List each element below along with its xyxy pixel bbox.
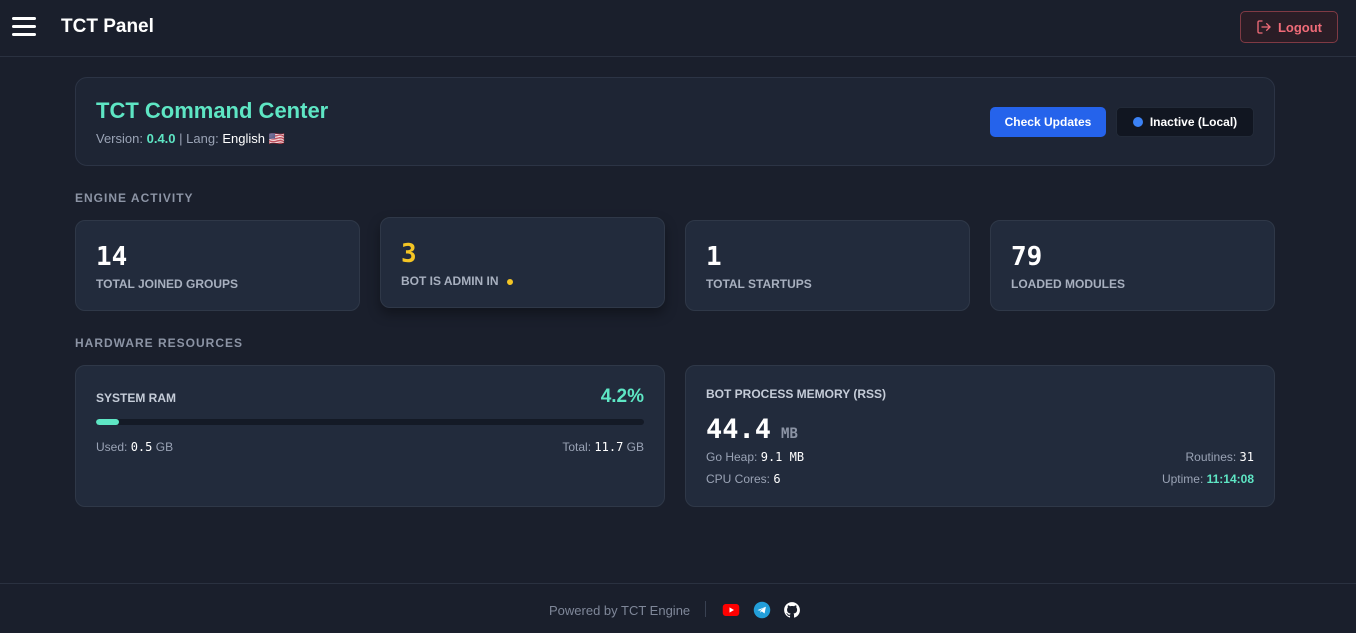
hardware-resources-heading: HARDWARE RESOURCES	[75, 336, 244, 350]
uptime: Uptime: 11:14:08	[1162, 472, 1254, 486]
cpu-cores-value: 6	[773, 472, 781, 486]
ram-progress-bar	[96, 419, 644, 425]
engine-activity-heading: ENGINE ACTIVITY	[75, 191, 194, 205]
admin-dot-icon	[506, 278, 513, 285]
routines-value: 31	[1239, 450, 1254, 464]
version-meta: Version: 0.4.0 | Lang: English 🇺🇸	[96, 131, 285, 147]
status-label: Inactive (Local)	[1149, 115, 1238, 129]
stat-card-joined-groups: 14 TOTAL JOINED GROUPS	[75, 220, 360, 311]
go-heap: Go Heap: 9.1 MB	[706, 450, 804, 464]
ram-used: Used: 0.5 GB	[96, 440, 173, 454]
stat-label: BOT IS ADMIN IN	[401, 274, 499, 288]
go-heap-value: 9.1 MB	[760, 450, 805, 464]
uptime-value: 11:14:08	[1206, 472, 1254, 486]
top-bar: TCT Panel Logout	[0, 0, 1356, 57]
footer-divider	[705, 601, 706, 617]
system-ram-card: SYSTEM RAM 4.2% Used: 0.5 GB Total: 11.7…	[75, 365, 665, 507]
lang-value: English 🇺🇸	[222, 131, 285, 146]
ram-total-unit: GB	[626, 440, 644, 454]
hamburger-menu-icon[interactable]	[12, 17, 36, 37]
status-dot-icon	[1132, 117, 1143, 127]
stat-value: 3	[401, 239, 417, 269]
rss-value: 44.4	[706, 414, 772, 445]
ram-progress-fill	[96, 419, 120, 425]
meta-separator: |	[179, 131, 183, 146]
rss-unit: MB	[781, 426, 798, 442]
ram-total-value: 11.7	[594, 440, 624, 454]
stat-label: LOADED MODULES	[1011, 277, 1125, 291]
page-title: TCT Command Center	[96, 98, 329, 123]
uptime-label: Uptime:	[1161, 472, 1204, 486]
ram-total: Total: 11.7 GB	[562, 440, 644, 454]
stat-card-loaded-modules: 79 LOADED MODULES	[990, 220, 1275, 311]
ram-used-label: Used:	[96, 440, 128, 454]
stat-label: TOTAL STARTUPS	[706, 277, 812, 291]
command-center-card: TCT Command Center Version: 0.4.0 | Lang…	[75, 77, 1275, 166]
stat-card-admin-in: 3 BOT IS ADMIN IN	[380, 217, 665, 308]
cpu-cores-label: CPU Cores:	[706, 472, 771, 486]
youtube-icon[interactable]	[722, 601, 740, 619]
footer: Powered by TCT Engine	[0, 583, 1356, 633]
bot-memory-title: BOT PROCESS MEMORY (RSS)	[706, 387, 887, 401]
powered-by-text: Powered by TCT Engine	[549, 603, 691, 618]
check-updates-button[interactable]: Check Updates	[990, 107, 1106, 137]
version-value: 0.4.0	[146, 131, 176, 146]
logout-button[interactable]: Logout	[1240, 11, 1338, 43]
routines: Routines: 31	[1186, 450, 1255, 464]
go-heap-label: Go Heap:	[706, 450, 758, 464]
stat-value: 1	[706, 242, 722, 272]
cpu-cores: CPU Cores: 6	[706, 472, 781, 486]
stat-label-wrap: BOT IS ADMIN IN	[401, 274, 513, 288]
logout-icon	[1257, 20, 1271, 34]
status-badge: Inactive (Local)	[1116, 107, 1254, 137]
stat-label: TOTAL JOINED GROUPS	[96, 277, 239, 291]
rss-value-wrap: 44.4 MB	[706, 414, 798, 445]
ram-total-label: Total:	[562, 440, 592, 454]
ram-percent: 4.2%	[600, 386, 644, 407]
bot-memory-card: BOT PROCESS MEMORY (RSS) 44.4 MB Go Heap:…	[685, 365, 1275, 507]
routines-label: Routines:	[1185, 450, 1237, 464]
version-label: Version:	[96, 131, 143, 146]
ram-used-value: 0.5	[130, 440, 153, 454]
github-icon[interactable]	[783, 601, 801, 619]
telegram-icon[interactable]	[753, 601, 771, 619]
stat-value: 79	[1011, 242, 1043, 272]
system-ram-title: SYSTEM RAM	[96, 391, 177, 405]
logout-label: Logout	[1277, 19, 1323, 35]
stat-value: 14	[96, 242, 128, 272]
stat-card-startups: 1 TOTAL STARTUPS	[685, 220, 970, 311]
lang-label: Lang:	[186, 131, 219, 146]
ram-used-unit: GB	[155, 440, 174, 454]
app-title: TCT Panel	[61, 16, 154, 37]
